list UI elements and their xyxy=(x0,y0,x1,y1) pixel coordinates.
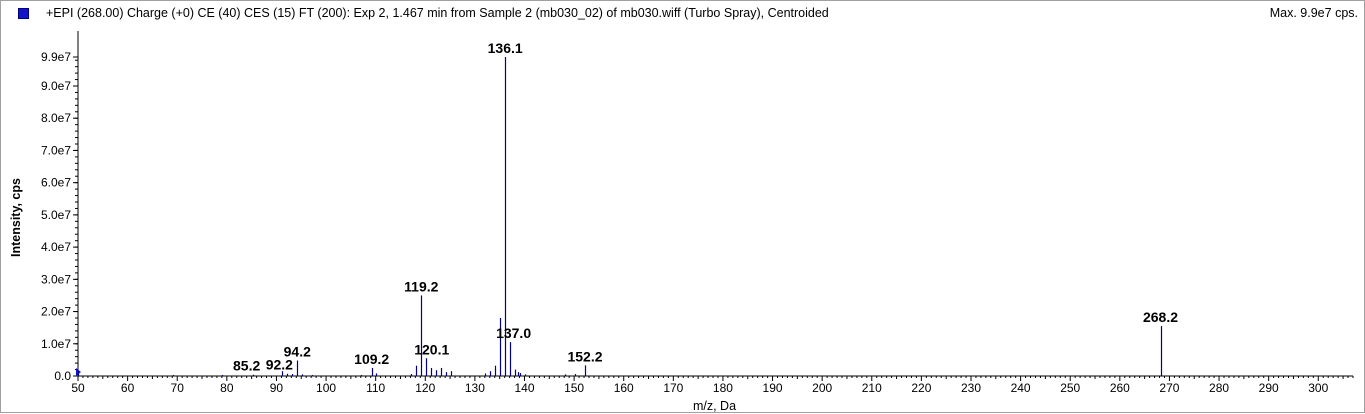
y-tick-label: 4.0e7 xyxy=(41,240,71,254)
x-axis-title: m/z, Da xyxy=(693,399,736,413)
x-tick-label: 150 xyxy=(564,381,584,395)
y-tick-label: 2.0e7 xyxy=(41,305,71,319)
x-tick-label: 170 xyxy=(663,381,683,395)
x-tick-label: 160 xyxy=(614,381,634,395)
y-tick-label: 1.0e7 xyxy=(41,337,71,351)
x-tick-label: 80 xyxy=(220,381,234,395)
peak-label: 268.2 xyxy=(1143,309,1178,325)
peak-label: 94.2 xyxy=(284,344,311,360)
y-tick-label: 7.0e7 xyxy=(41,143,71,157)
max-intensity-label: Max. 9.9e7 cps. xyxy=(1269,6,1358,20)
peak-label: 119.2 xyxy=(404,278,438,294)
x-tick-label: 60 xyxy=(121,381,135,395)
x-tick-label: 180 xyxy=(713,381,733,395)
x-tick-label: 270 xyxy=(1159,381,1179,395)
peak-label: 152.2 xyxy=(567,348,602,364)
x-tick-label: 240 xyxy=(1011,381,1031,395)
x-tick-label: 120 xyxy=(415,381,435,395)
x-tick-label: 110 xyxy=(366,381,385,395)
spectrum-title: +EPI (268.00) Charge (+0) CE (40) CES (1… xyxy=(46,6,829,20)
y-tick-label: 9.9e7 xyxy=(41,50,71,64)
x-tick-label: 130 xyxy=(465,381,485,395)
x-tick-label: 280 xyxy=(1209,381,1229,395)
x-tick-label: 50 xyxy=(71,381,85,395)
y-tick-label: 6.0e7 xyxy=(41,176,71,190)
peak-label: 120.1 xyxy=(414,341,449,357)
x-tick-label: 300 xyxy=(1308,381,1328,395)
peak-label: 85.2 xyxy=(233,358,260,374)
x-tick-label: 290 xyxy=(1259,381,1279,395)
peak-label: 92.2 xyxy=(266,357,293,373)
y-tick-label: 9.0e7 xyxy=(41,79,71,93)
x-tick-label: 190 xyxy=(763,381,783,395)
y-tick-label: 5.0e7 xyxy=(41,208,71,222)
series-legend-swatch[interactable] xyxy=(18,8,29,19)
y-tick-label: 3.0e7 xyxy=(41,272,71,286)
spectrum-header: +EPI (268.00) Charge (+0) CE (40) CES (1… xyxy=(1,1,1365,29)
y-axis-title: Intensity, cps xyxy=(9,178,23,257)
peak-label: 109.2 xyxy=(354,351,389,367)
x-tick-label: 260 xyxy=(1110,381,1130,395)
x-tick-label: 140 xyxy=(514,381,534,395)
y-tick-label: 8.0e7 xyxy=(41,111,71,125)
peak-label: 137.0 xyxy=(496,325,531,341)
x-tick-label: 100 xyxy=(316,381,336,395)
y-tick-label: 0.0 xyxy=(54,369,71,383)
x-tick-label: 250 xyxy=(1060,381,1080,395)
x-tick-label: 220 xyxy=(911,381,931,395)
x-tick-label: 70 xyxy=(171,381,185,395)
x-tick-label: 200 xyxy=(812,381,832,395)
x-tick-label: 210 xyxy=(862,381,882,395)
x-tick-label: 230 xyxy=(961,381,981,395)
peak-label: 136.1 xyxy=(488,40,523,56)
x-tick-label: 90 xyxy=(270,381,284,395)
